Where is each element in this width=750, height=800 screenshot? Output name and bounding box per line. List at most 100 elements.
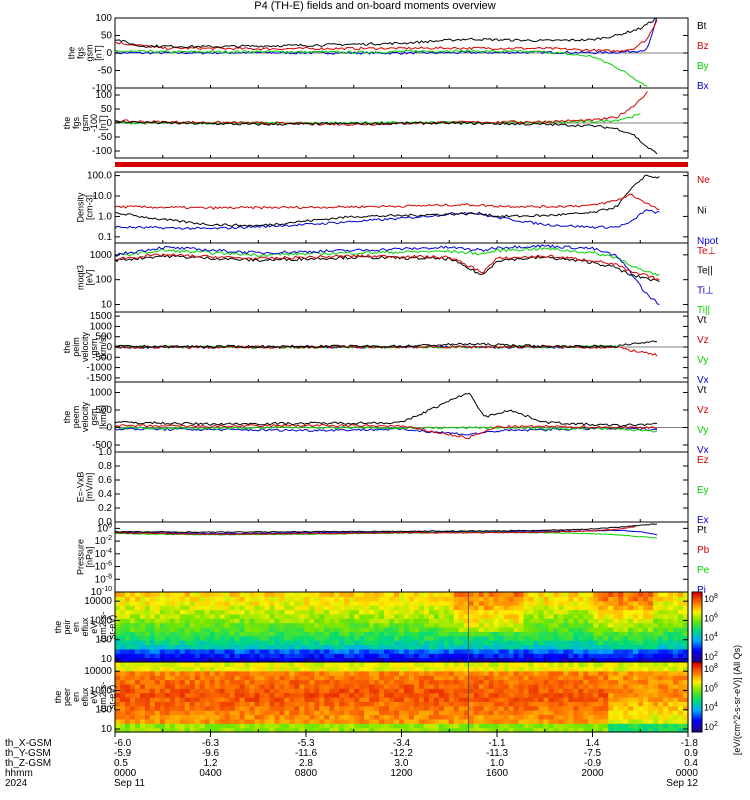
heatmap-cell bbox=[503, 596, 510, 602]
heatmap-cell bbox=[543, 613, 550, 619]
heatmap-cell bbox=[528, 666, 535, 672]
heatmap-cell bbox=[483, 600, 490, 606]
heatmap-cell bbox=[663, 727, 669, 733]
heatmap-cell bbox=[568, 592, 574, 597]
heatmap-cell bbox=[563, 662, 570, 667]
heatmap-cell bbox=[418, 683, 425, 689]
heatmap-cell bbox=[369, 705, 375, 711]
heatmap-cell bbox=[528, 697, 535, 702]
heatmap-cell bbox=[179, 631, 186, 637]
x-axis-value: Sep 11 bbox=[114, 778, 145, 789]
heatmap-cell bbox=[199, 627, 206, 632]
heatmap-cell bbox=[314, 701, 320, 707]
heatmap-cell bbox=[289, 688, 295, 694]
heatmap-cell bbox=[498, 692, 505, 698]
x-axis-row-label: th_X-GSM bbox=[5, 738, 52, 749]
heatmap-cell bbox=[119, 727, 126, 733]
heatmap-cell bbox=[189, 618, 196, 624]
heatmap-cell bbox=[294, 627, 300, 632]
legend-Pb: Pb bbox=[697, 545, 710, 556]
heatmap-cell bbox=[274, 666, 281, 672]
heatmap-cell bbox=[643, 723, 649, 729]
heatmap-cell bbox=[254, 666, 261, 672]
heatmap-cell bbox=[668, 648, 674, 654]
heatmap-cell bbox=[638, 592, 644, 597]
colorbar-cell bbox=[692, 641, 702, 644]
heatmap-cell bbox=[618, 679, 624, 685]
heatmap-cell bbox=[538, 701, 545, 707]
heatmap-cell bbox=[423, 653, 430, 659]
heatmap-cell bbox=[284, 697, 290, 702]
heatmap-cell bbox=[423, 705, 430, 711]
heatmap-cell bbox=[154, 675, 161, 681]
heatmap-cell bbox=[558, 635, 565, 641]
heatmap-cell bbox=[553, 727, 560, 733]
heatmap-cell bbox=[613, 657, 619, 663]
heatmap-cell bbox=[284, 727, 290, 733]
heatmap-cell bbox=[354, 692, 360, 698]
heatmap-cell bbox=[324, 640, 330, 646]
heatmap-cell bbox=[433, 622, 440, 628]
heatmap-cell bbox=[149, 596, 156, 602]
heatmap-cell bbox=[493, 718, 500, 724]
heatmap-cell bbox=[394, 710, 400, 716]
heatmap-cell bbox=[279, 627, 286, 632]
heatmap-cell bbox=[483, 705, 490, 711]
heatmap-cell bbox=[668, 675, 674, 681]
heatmap-cell bbox=[563, 718, 570, 724]
heatmap-cell bbox=[578, 596, 584, 602]
heatmap-cell bbox=[129, 622, 136, 628]
heatmap-cell bbox=[289, 631, 295, 637]
x-axis-value: 3.0 bbox=[395, 758, 409, 769]
heatmap-cell bbox=[658, 705, 664, 711]
heatmap-cell bbox=[199, 613, 206, 619]
heatmap-cell bbox=[239, 648, 246, 654]
heatmap-cell bbox=[588, 653, 594, 659]
heatmap-cell bbox=[423, 618, 430, 624]
heatmap-cell bbox=[224, 596, 231, 602]
heatmap-cell bbox=[613, 618, 619, 624]
heatmap-cell bbox=[369, 727, 375, 733]
heatmap-cell bbox=[653, 718, 659, 724]
y-axis-label: E=-VxB bbox=[76, 472, 86, 503]
colorbar-cell bbox=[692, 659, 702, 663]
heatmap-cell bbox=[184, 670, 191, 676]
heatmap-cell bbox=[548, 648, 555, 654]
colorbar-cell bbox=[692, 601, 702, 605]
heatmap-cell bbox=[488, 618, 495, 624]
heatmap-cell bbox=[249, 670, 256, 676]
heatmap-cell bbox=[403, 679, 410, 685]
heatmap-cell bbox=[129, 635, 136, 641]
heatmap-cell bbox=[269, 622, 276, 628]
heatmap-cell bbox=[533, 692, 540, 698]
heatmap-cell bbox=[154, 627, 161, 632]
heatmap-cell bbox=[648, 596, 654, 602]
heatmap-cell bbox=[169, 697, 176, 702]
heatmap-cell bbox=[299, 657, 305, 663]
heatmap-cell bbox=[289, 635, 295, 641]
heatmap-cell bbox=[384, 596, 390, 602]
heatmap-cell bbox=[563, 592, 570, 597]
heatmap-cell bbox=[483, 670, 490, 676]
heatmap-cell bbox=[433, 666, 440, 672]
heatmap-cell bbox=[339, 697, 345, 702]
heatmap-cell bbox=[648, 727, 654, 733]
heatmap-cell bbox=[493, 609, 500, 615]
heatmap-cell bbox=[349, 631, 355, 637]
heatmap-cell bbox=[144, 622, 151, 628]
heatmap-cell bbox=[154, 683, 161, 689]
heatmap-cell bbox=[563, 644, 570, 650]
heatmap-cell bbox=[523, 670, 530, 676]
heatmap-cell bbox=[578, 683, 584, 689]
heatmap-cell bbox=[334, 596, 340, 602]
heatmap-cell bbox=[438, 697, 445, 702]
heatmap-cell bbox=[498, 613, 505, 619]
heatmap-cell bbox=[518, 710, 525, 716]
heatmap-cell bbox=[289, 596, 295, 602]
heatmap-cell bbox=[344, 718, 350, 724]
heatmap-cell bbox=[623, 618, 629, 624]
heatmap-cell bbox=[314, 675, 320, 681]
heatmap-cell bbox=[558, 622, 565, 628]
heatmap-cell bbox=[618, 710, 624, 716]
heatmap-cell bbox=[304, 723, 310, 729]
